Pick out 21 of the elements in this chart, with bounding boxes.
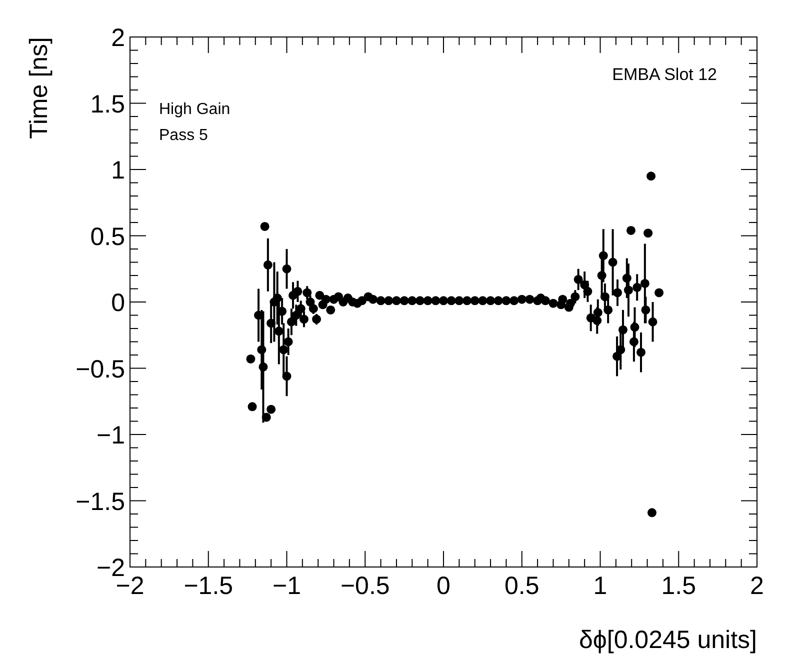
y-tick-label: 0.5 (90, 222, 125, 251)
y-tick-label: 1.5 (90, 90, 125, 118)
y-axis-title: Time [ns] (25, 37, 53, 139)
x-tick-label: −0.5 (340, 572, 390, 600)
y-tick-label: −0.5 (76, 355, 125, 384)
y-tick-label: 0 (111, 289, 125, 317)
x-axis-title: δϕ[0.0245 units] (578, 626, 757, 654)
y-tick-label: 1 (111, 156, 125, 184)
x-tick-label: 1.5 (661, 572, 696, 600)
annotation: EMBA Slot 12 (612, 65, 717, 84)
annotation: Pass 5 (159, 127, 208, 144)
x-tick-label: −1 (272, 572, 302, 600)
y-tick-label: 2 (111, 24, 125, 52)
x-tick-label: −1.5 (184, 572, 234, 600)
x-tick-label: 2 (750, 572, 764, 600)
annotation: High Gain (159, 101, 230, 118)
x-tick-label: 1 (593, 572, 608, 600)
x-tick-label: 0 (436, 572, 450, 600)
y-tick-label: −1.5 (76, 488, 125, 516)
y-tick-label: −1 (96, 422, 125, 450)
x-tick-label: 0.5 (504, 572, 540, 600)
